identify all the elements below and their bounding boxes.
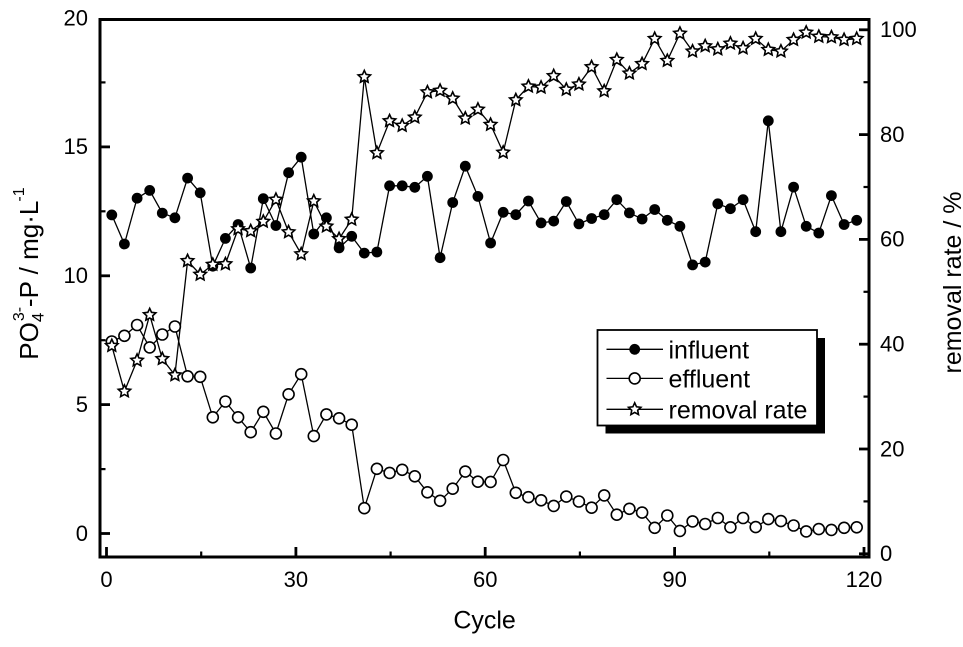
svg-text:removal rate / %: removal rate / % — [939, 191, 963, 373]
svg-text:60: 60 — [880, 227, 904, 252]
svg-text:5: 5 — [76, 392, 88, 417]
svg-text:15: 15 — [64, 134, 88, 159]
svg-text:100: 100 — [880, 17, 917, 42]
svg-text:4: 4 — [29, 313, 48, 322]
svg-text:PO: PO — [14, 322, 44, 360]
svg-text:30: 30 — [284, 567, 308, 592]
svg-text:80: 80 — [880, 122, 904, 147]
svg-text:20: 20 — [64, 5, 88, 30]
svg-text:0: 0 — [880, 541, 892, 566]
svg-text:10: 10 — [64, 263, 88, 288]
svg-text:removal rate: removal rate — [669, 396, 808, 424]
svg-text:Cycle: Cycle — [453, 607, 516, 635]
svg-text:40: 40 — [880, 332, 904, 357]
svg-text:3-: 3- — [11, 307, 28, 321]
svg-text:60: 60 — [473, 567, 497, 592]
svg-text:-P / mg·L: -P / mg·L — [14, 201, 44, 307]
svg-text:0: 0 — [76, 521, 88, 546]
svg-text:influent: influent — [669, 336, 750, 364]
svg-text:-1: -1 — [11, 187, 28, 201]
svg-text:effluent: effluent — [669, 365, 751, 393]
svg-text:120: 120 — [846, 567, 883, 592]
svg-text:90: 90 — [662, 567, 686, 592]
svg-text:0: 0 — [100, 567, 112, 592]
svg-text:20: 20 — [880, 436, 904, 461]
